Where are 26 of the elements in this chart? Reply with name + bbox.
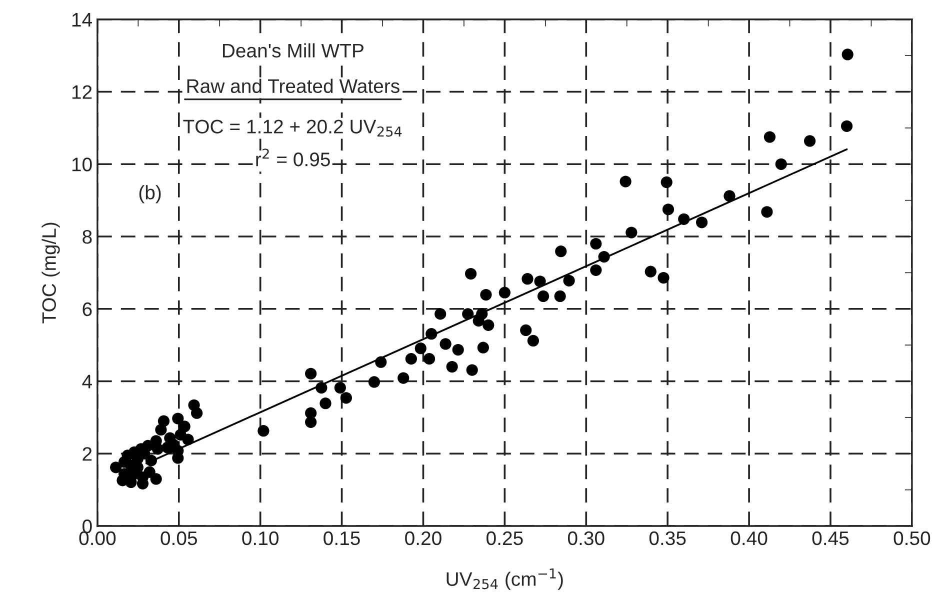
y-tick-label: 12 <box>72 85 92 99</box>
x-tick-label: 0.00 <box>79 531 116 546</box>
y-tick-label: 8 <box>82 230 92 244</box>
x-tick-label: 0.45 <box>812 531 849 546</box>
y-tick-label: 6 <box>82 302 92 316</box>
x-tick-label: 0.20 <box>405 531 442 546</box>
y-tick-label: 14 <box>72 13 92 26</box>
x-tick-label: 0.05 <box>160 531 197 546</box>
x-tick-label: 0.30 <box>568 531 604 546</box>
x-tick-label: 0.25 <box>486 531 523 546</box>
annotation: Dean's Mill WTP <box>222 43 364 58</box>
x-tick-label: 0.15 <box>324 531 360 546</box>
annotation: (b) <box>139 185 161 204</box>
x-axis-title: UV$_{254}$ (cm$^{−1}$) <box>446 568 563 590</box>
y-tick-label: 4 <box>82 374 92 388</box>
y-axis-title: TOC (mg/L) <box>42 222 60 324</box>
annotation: Raw and Treated Waters <box>187 78 400 94</box>
annotation: r$^{2}$ = 0.95 <box>256 148 330 166</box>
y-tick-label: 2 <box>82 447 92 461</box>
x-tick-label: 0.40 <box>730 531 768 546</box>
x-tick-label: 0.35 <box>649 531 686 546</box>
y-tick-label: 10 <box>72 158 92 172</box>
annotation: TOC = 1.12 + 20.2 UV$_{254}$ <box>183 120 402 137</box>
x-tick-label: 0.50 <box>894 531 930 546</box>
y-tick-label: 0 <box>82 519 92 534</box>
x-tick-label: 0.10 <box>242 531 279 546</box>
